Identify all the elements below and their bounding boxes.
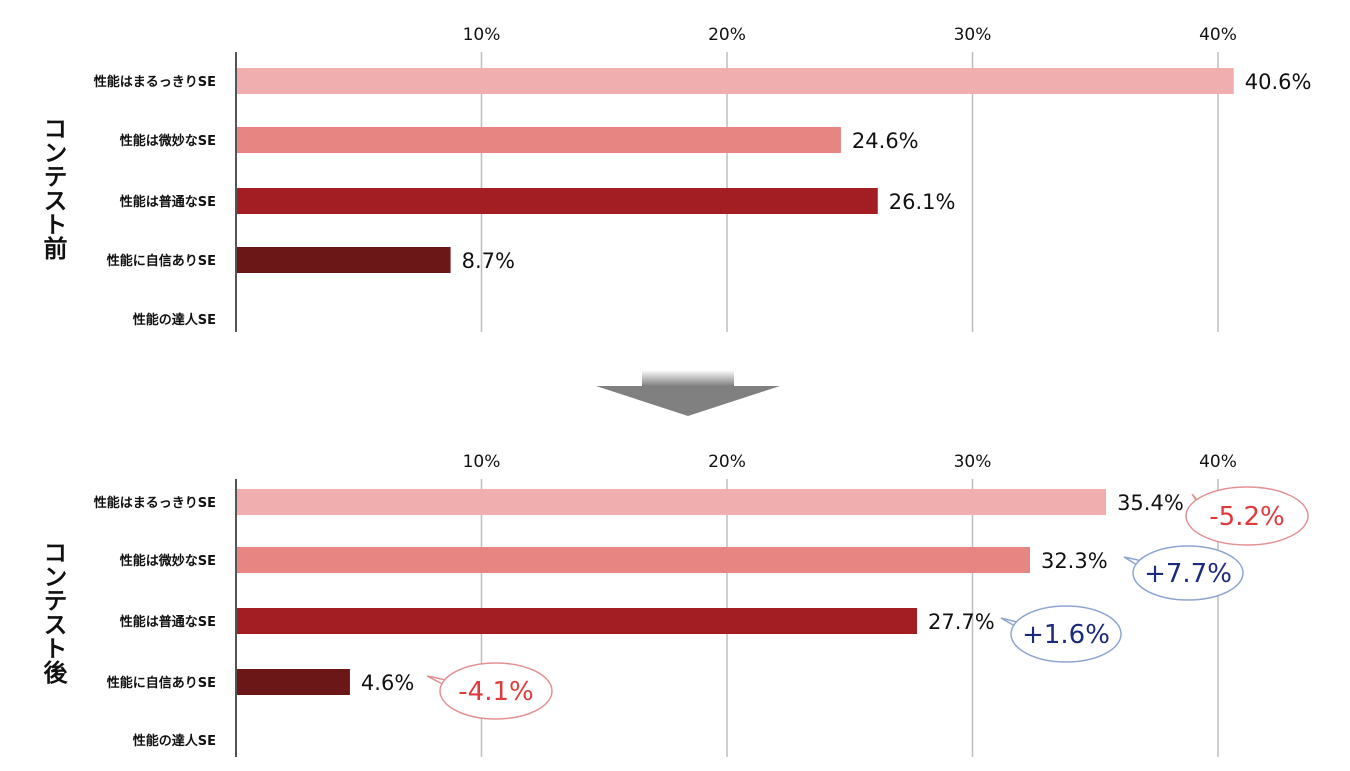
category-label: 性能はまるっきりSE <box>94 495 216 511</box>
category-label: 性能に自信ありSE <box>107 675 216 691</box>
category-label: 性能は微妙なSE <box>120 133 216 149</box>
bar <box>237 188 878 214</box>
bar <box>237 127 841 153</box>
value-label: 4.6% <box>361 671 414 695</box>
bar <box>237 669 350 695</box>
value-label: 24.6% <box>852 129 919 153</box>
callout-bubble <box>1185 486 1309 546</box>
x-tick-label: 20% <box>708 25 746 45</box>
x-tick-label: 40% <box>1199 452 1237 472</box>
change-callout: +1.6% <box>1000 605 1122 663</box>
x-tick-label: 10% <box>463 452 501 472</box>
x-tick-label: 10% <box>463 25 501 45</box>
down-arrow-icon <box>596 370 780 416</box>
value-label: 26.1% <box>889 190 956 214</box>
callout-bubble <box>439 662 553 720</box>
change-label: -4.1% <box>458 677 533 707</box>
value-label: 32.3% <box>1041 549 1108 573</box>
change-label: -5.2% <box>1209 502 1284 532</box>
callout-bubble <box>1132 545 1244 601</box>
bar <box>237 608 918 634</box>
after-section-title: コンテスト後 <box>39 540 67 684</box>
change-callout: -5.2% <box>1185 486 1309 546</box>
change-callout: -4.1% <box>426 662 553 720</box>
x-tick-label: 30% <box>954 452 992 472</box>
bar <box>237 547 1030 573</box>
before-section-title: コンテスト前 <box>39 116 67 260</box>
bar <box>237 247 451 273</box>
value-label: 35.4% <box>1117 491 1184 515</box>
category-label: 性能は微妙なSE <box>120 553 216 569</box>
change-callout: +7.7% <box>1123 545 1244 601</box>
value-label: 8.7% <box>462 249 515 273</box>
bar <box>237 489 1107 515</box>
bar <box>237 68 1234 94</box>
category-label: 性能は普通なSE <box>120 194 216 210</box>
x-tick-label: 40% <box>1199 25 1237 45</box>
category-label: 性能はまるっきりSE <box>94 74 216 90</box>
value-label: 27.7% <box>928 610 995 634</box>
change-label: +1.6% <box>1022 620 1110 650</box>
callout-bubble <box>1010 605 1122 663</box>
x-tick-label: 30% <box>954 25 992 45</box>
category-label: 性能に自信ありSE <box>107 253 216 269</box>
value-label: 40.6% <box>1245 70 1312 94</box>
category-label: 性能の達人SE <box>133 312 216 328</box>
change-label: +7.7% <box>1144 559 1232 589</box>
category-label: 性能は普通なSE <box>120 614 216 630</box>
category-label: 性能の達人SE <box>133 733 216 749</box>
x-tick-label: 20% <box>708 452 746 472</box>
